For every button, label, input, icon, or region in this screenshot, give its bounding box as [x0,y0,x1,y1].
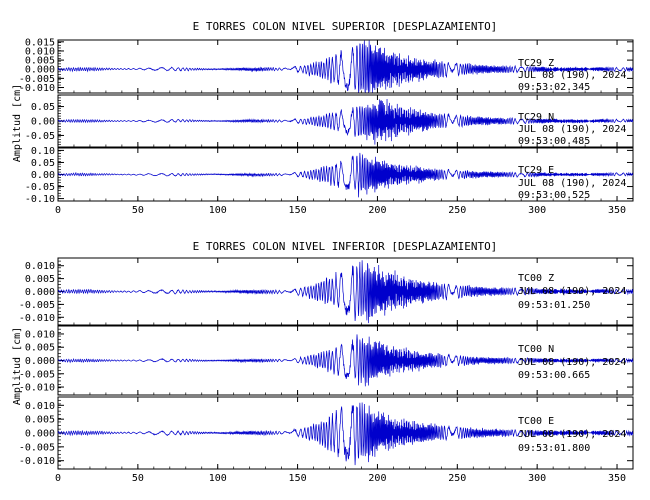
x-tick-label: 250 [448,205,466,216]
y-tick-label: 0.010 [25,46,55,57]
x-tick-label: 50 [132,473,144,484]
y-tick-label: 0.000 [25,429,55,440]
station-label: TC29 N [518,112,554,123]
date-label: JUL 08 (190), 2024 [518,178,626,189]
y-tick-label: 0.000 [25,287,55,298]
time-label: 09:53:01.800 [518,443,590,454]
x-tick-label: 150 [289,473,307,484]
y-tick-label: 0.005 [25,343,55,354]
x-tick-label: 350 [608,473,626,484]
station-label: TC29 Z [518,58,554,69]
y-tick-label: -0.05 [25,131,55,142]
date-label: JUL 08 (190), 2024 [518,70,626,81]
y-tick-label: 0.010 [25,401,55,412]
x-tick-label: 100 [209,473,227,484]
x-tick-label: 150 [289,205,307,216]
x-tick-label: 0 [55,205,61,216]
y-tick-label: -0.010 [19,83,55,94]
panel-tc00-z: 0.010 0.005 0.000 -0.005 -0.010 TC00 Z JUL 0… [19,257,634,326]
y-tick-label: -0.10 [25,194,55,205]
y-tick-label: 0.015 [25,37,55,48]
date-label: JUL 08 (190), 2024 [518,286,626,297]
x-tick-label: 300 [528,473,546,484]
y-tick-label: 0.000 [25,65,55,76]
chart-title-superior: E TORRES COLON NIVEL SUPERIOR [DESPLAZAM… [193,20,498,33]
y-tick-label: 0.005 [25,56,55,67]
date-label: JUL 08 (190), 2024 [518,124,626,135]
y-tick-label: 0.00 [31,170,55,181]
chart-group-inferior: E TORRES COLON NIVEL INFERIOR [DESPLAZAM… [12,240,634,484]
y-tick-label: 0.010 [25,329,55,340]
y-tick-label: -0.005 [19,369,55,380]
y-tick-label: -0.010 [19,456,55,467]
time-label: 09:53:00.485 [518,136,590,147]
y-tick-label: -0.05 [25,182,55,193]
panel-tc00-e: 0.010 0.005 0.000 -0.005 -0.010 TC00 E JUL 0… [19,396,634,470]
waveform-trace-tc29-n [57,98,634,145]
waveform-trace-tc00-z [57,260,634,324]
y-axis-label-inferior: Amplitud [cm] [12,327,23,405]
date-label: JUL 08 (190), 2024 [518,357,626,368]
waveform-trace-tc00-e [57,402,634,466]
waveform-trace-tc29-e [57,152,634,198]
y-tick-label: -0.010 [19,383,55,394]
x-tick-label: 300 [528,205,546,216]
y-ticks: 0.05 0.00 -0.05 [25,94,634,147]
panel-tc00-n: 0.010 0.005 0.000 -0.005 -0.010 TC00 N JUL 0… [19,325,634,396]
x-tick-label: 200 [368,205,386,216]
station-label: TC00 N [518,344,554,355]
x-tick-label: 350 [608,205,626,216]
y-tick-label: 0.005 [25,415,55,426]
chart-group-superior: E TORRES COLON NIVEL SUPERIOR [DESPLAZAM… [12,20,634,216]
y-tick-label: 0.005 [25,274,55,285]
x-tick-label: 100 [209,205,227,216]
x-tick-label: 250 [448,473,466,484]
panel-tc29-e: 0.100.050.00-0.05-0.10 TC29 E JUL 08 (19… [25,146,634,205]
station-label: TC29 E [518,165,554,176]
x-axis-superior: 0 50 100 150 200 250 300 350 [55,205,626,216]
chart-title-inferior: E TORRES COLON NIVEL INFERIOR [DESPLAZAM… [193,240,498,253]
panel-tc29-n: 0.050.00-0.05 TC29 N JUL 08 (190), 2024 … [25,94,634,148]
y-tick-label: -0.005 [19,74,55,85]
y-tick-label: 0.05 [31,102,55,113]
station-label: TC00 E [518,416,554,427]
y-tick-label: -0.005 [19,442,55,453]
waveform-trace-tc29-z [57,40,634,93]
y-tick-label: -0.005 [19,300,55,311]
time-label: 09:53:02.345 [518,82,590,93]
waveform-trace-tc00-n [57,334,634,387]
y-tick-label: 0.05 [31,158,55,169]
y-tick-label: 0.10 [31,146,55,157]
x-axis-inferior: 0 50 100 150 200 250 300 350 [55,473,626,484]
y-axis-label-superior: Amplitud [cm] [12,84,23,162]
station-label: TC00 Z [518,273,554,284]
y-tick-label: 0.000 [25,356,55,367]
time-label: 09:53:01.250 [518,300,590,311]
time-label: 09:53:00.665 [518,370,590,381]
time-label: 09:53:00.525 [518,190,590,201]
x-tick-label: 0 [55,473,61,484]
x-tick-label: 200 [368,473,386,484]
date-label: JUL 08 (190), 2024 [518,429,626,440]
y-tick-label: -0.010 [19,313,55,324]
y-tick-label: 0.00 [31,117,55,128]
y-ticks: 0.010 0.005 0.000 -0.005 -0.010 [19,258,634,326]
y-tick-label: 0.010 [25,261,55,272]
x-tick-label: 50 [132,205,144,216]
